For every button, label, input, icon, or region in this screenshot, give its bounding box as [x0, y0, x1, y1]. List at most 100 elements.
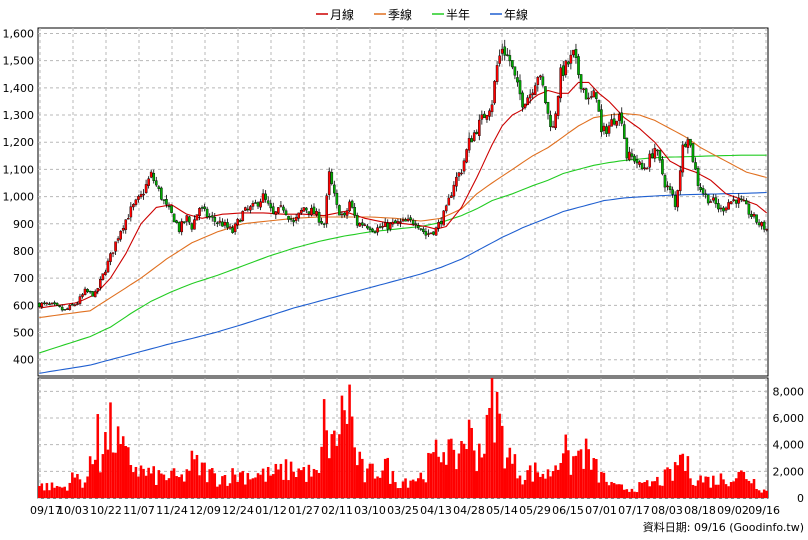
volume-bar [226, 485, 229, 498]
volume-bar [391, 471, 395, 498]
candle-body [269, 203, 273, 209]
legend-label-year: 年線 [504, 7, 528, 22]
volume-tick-label: 2,000 [773, 465, 805, 478]
candle-body [358, 222, 362, 227]
volume-bar [338, 434, 341, 498]
candle-body [559, 67, 563, 99]
volume-bar [414, 481, 417, 498]
volume-bar [249, 479, 252, 498]
volume-bar [673, 462, 677, 498]
price-tick-label: 800 [13, 245, 34, 258]
volume-bar [121, 436, 125, 498]
candle-body [536, 77, 540, 85]
candle-body [277, 207, 280, 214]
candle-body [666, 185, 669, 188]
volume-bar [381, 470, 384, 498]
candle-body [101, 273, 105, 280]
candle-body [645, 167, 649, 170]
candle-body [516, 77, 519, 83]
volume-bar [556, 469, 560, 498]
candle-body [147, 178, 150, 186]
candle-body [160, 187, 163, 200]
volume-bar [676, 465, 679, 498]
candle-body [210, 215, 214, 218]
candle-body [704, 193, 707, 196]
volume-bar [279, 463, 283, 498]
candle-body [455, 176, 458, 187]
volume-bar [521, 484, 524, 498]
candle-body [615, 120, 618, 126]
volume-bar [88, 456, 92, 498]
candle-body [231, 227, 234, 233]
volume-bar [200, 462, 204, 498]
candle-body [50, 302, 54, 305]
candle-body [648, 153, 652, 168]
date-tick-label: 09/02 [717, 504, 749, 517]
volume-bar [437, 456, 440, 498]
candle-body [719, 207, 723, 210]
volume-bar [335, 446, 339, 498]
volume-bar [546, 469, 550, 498]
candle-body [126, 217, 130, 220]
volume-bar [640, 482, 644, 498]
date-tick-label: 07/01 [585, 504, 617, 517]
volume-bar [539, 476, 542, 498]
volume-bar [45, 483, 49, 498]
candle-body [60, 306, 64, 311]
candle-body [86, 289, 89, 293]
candle-body [765, 228, 769, 231]
volume-bar [124, 446, 128, 498]
candle-body [76, 303, 79, 305]
candle-body [96, 288, 100, 292]
volume-bar [188, 470, 191, 498]
candle-body [643, 167, 646, 169]
candle-body [119, 230, 122, 240]
candle-body [681, 144, 685, 173]
candle-body [65, 308, 69, 310]
volume-bar [465, 449, 468, 498]
volume-bar [704, 476, 707, 498]
volume-bar [152, 466, 156, 498]
candle-body [513, 66, 517, 76]
candle-body [45, 302, 49, 305]
volume-bar [485, 414, 489, 498]
volume-bar [63, 486, 66, 498]
price-tick-label: 400 [13, 354, 34, 367]
candle-body [638, 161, 641, 165]
candle-body [391, 221, 395, 225]
candle-body [686, 139, 690, 148]
candle-body [137, 196, 140, 200]
candle-body [699, 187, 702, 190]
candle-body [249, 206, 252, 211]
candle-body [475, 131, 479, 134]
volume-bar [582, 468, 585, 498]
volume-bar [198, 475, 201, 498]
candle-body [43, 302, 46, 305]
volume-bar [132, 472, 135, 498]
candle-body [83, 288, 87, 295]
volume-bar [129, 465, 133, 498]
volume-bar [531, 481, 534, 498]
candle-body [762, 221, 766, 230]
volume-bar [516, 478, 519, 498]
candle-body [348, 201, 351, 212]
candle-body [541, 76, 545, 86]
candle-body [567, 61, 570, 65]
volume-bar [210, 468, 214, 498]
volume-bar [101, 454, 105, 498]
volume-bar [572, 456, 575, 498]
volume-bar [193, 459, 196, 498]
candle-body [299, 209, 303, 214]
volume-bar [195, 454, 199, 498]
volume-bar [623, 489, 626, 498]
candle-body [55, 303, 59, 306]
volume-bar [216, 486, 219, 498]
candle-body [193, 219, 196, 230]
candle-body [444, 205, 448, 212]
volume-bar [254, 477, 257, 498]
price-tick-label: 1,000 [3, 191, 35, 204]
date-tick-label: 11/24 [156, 504, 188, 517]
candle-body [480, 114, 484, 120]
candle-body [188, 216, 191, 223]
candle-body [717, 203, 720, 210]
